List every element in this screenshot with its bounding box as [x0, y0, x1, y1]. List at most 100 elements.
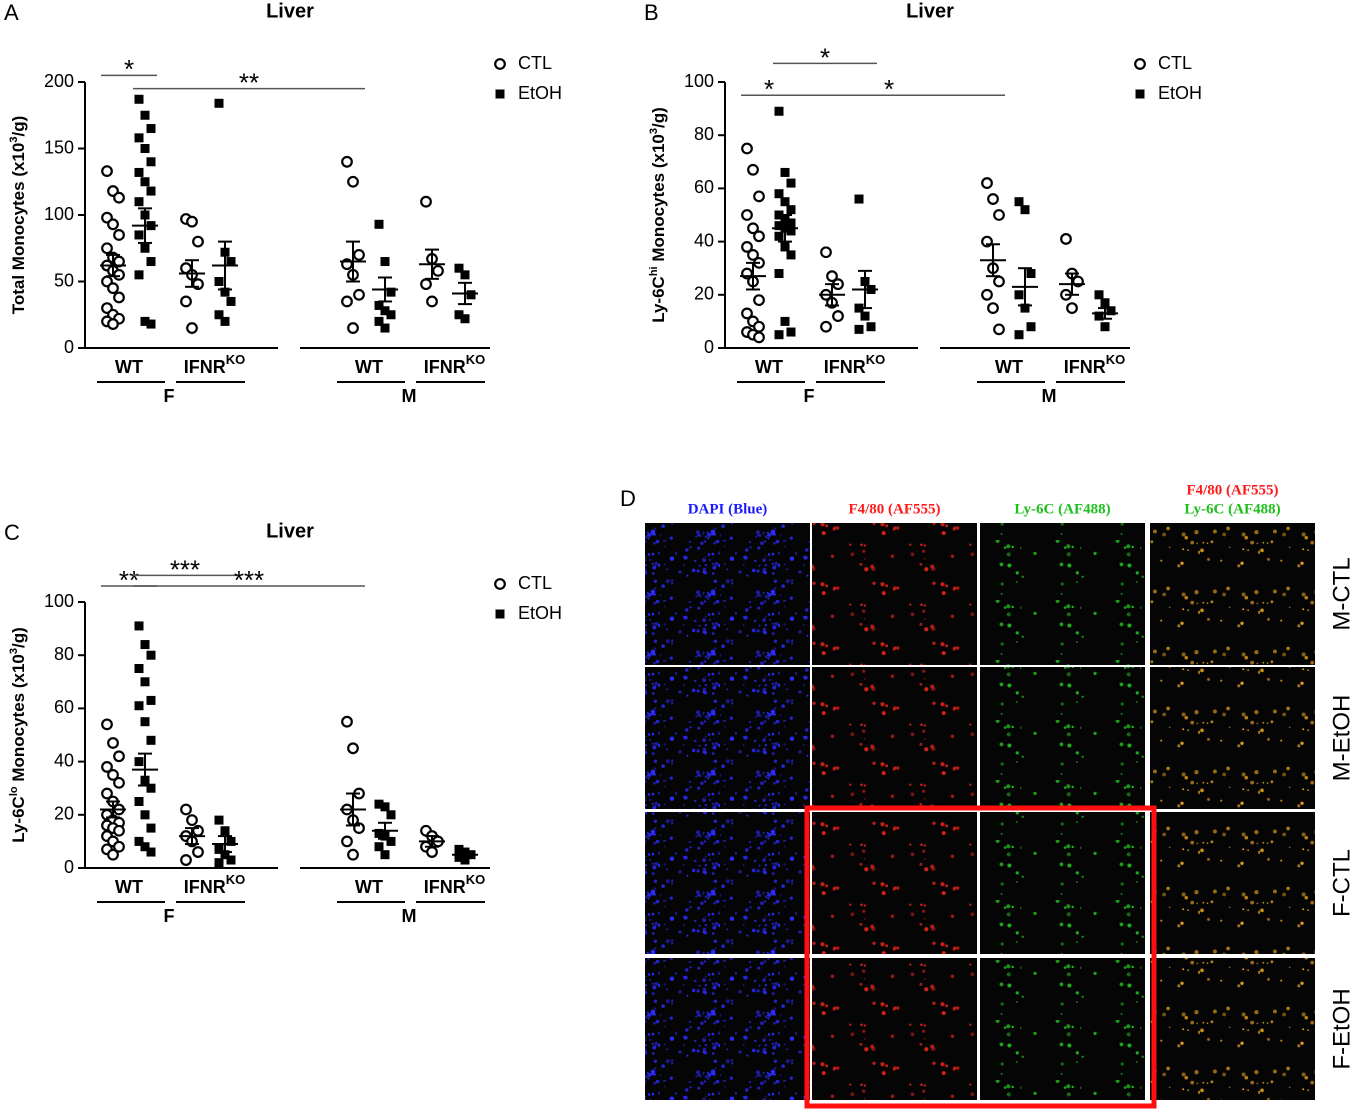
data-point: [107, 768, 119, 781]
data-point: [140, 316, 150, 326]
x-tick-label: IFNRKO: [1064, 352, 1126, 377]
data-point: [774, 189, 784, 199]
x-tick-label: IFNRKO: [424, 352, 486, 377]
data-point: [107, 218, 119, 231]
data-point: [420, 278, 432, 291]
data-point: [140, 842, 150, 852]
data-point: [146, 257, 156, 267]
data-point: [786, 178, 796, 188]
y-axis-label: Ly-6Chi Monocytes (x103/g): [648, 107, 669, 323]
data-point: [214, 815, 224, 825]
y-axis-label-part: 3: [8, 137, 20, 143]
data-point: [380, 323, 390, 333]
data-point: [1100, 322, 1110, 332]
data-point: [460, 855, 470, 865]
data-point: [347, 322, 359, 334]
data-point: [341, 835, 353, 848]
micrograph: [980, 958, 1145, 1100]
x-tick-label-sup: KO: [466, 872, 486, 887]
data-point: [860, 311, 870, 321]
data-point: [820, 246, 832, 259]
x-tick-label: WT: [355, 357, 383, 377]
panel-label: C: [4, 520, 20, 545]
data-point: [753, 190, 765, 203]
data-point: [774, 330, 784, 340]
data-point: [741, 307, 753, 320]
data-point: [866, 322, 876, 332]
data-point: [420, 195, 432, 208]
data-point: [386, 836, 396, 846]
data-point: [220, 826, 230, 836]
micrograph: [645, 812, 810, 954]
x-tick-label: WT: [995, 357, 1023, 377]
x-tick-label: IFNRKO: [824, 352, 886, 377]
data-point: [820, 320, 832, 333]
data-point: [140, 144, 150, 153]
data-point: [134, 664, 144, 673]
data-point: [186, 814, 198, 827]
data-point: [347, 742, 359, 755]
data-point: [374, 799, 384, 809]
data-point: [113, 776, 125, 789]
micrograph: [980, 523, 1145, 665]
data-point: [113, 268, 125, 281]
data-point: [214, 98, 224, 108]
data-point: [380, 306, 390, 316]
x-tick-label: WT: [115, 877, 143, 897]
data-point: [140, 717, 150, 727]
micrograph: [980, 667, 1145, 809]
y-axis-label-part: Monocytes (x10: [649, 134, 668, 266]
data-point: [220, 316, 230, 326]
data-point: [374, 300, 384, 310]
data-point: [1014, 197, 1024, 207]
data-point: [426, 295, 438, 308]
data-point: [1020, 303, 1030, 313]
y-tick-label: 40: [54, 750, 74, 770]
data-point: [146, 319, 156, 329]
data-point: [107, 318, 119, 330]
legend-label: EtOH: [518, 83, 562, 103]
data-point: [134, 94, 144, 104]
data-point: [1094, 290, 1104, 300]
row-label: M-EtOH: [1328, 695, 1355, 782]
data-point: [460, 270, 470, 280]
y-axis-label-part: hi: [648, 266, 660, 276]
x-tick-label: WT: [755, 357, 783, 377]
data-point: [146, 823, 156, 833]
data-point: [113, 750, 125, 763]
chart: B Liver Ly-6Chi Monocytes (x103/g) 0 20 40 60 8…: [644, 0, 1202, 406]
data-point: [786, 327, 796, 337]
data-point: [993, 209, 1005, 221]
x-tick-label-part: IFNR: [424, 357, 466, 377]
x-tick-label: WT: [355, 877, 383, 897]
y-tick-label: 40: [694, 230, 714, 250]
group-label: F: [164, 906, 175, 926]
significance-label: **: [239, 68, 259, 98]
column-header: DAPI (Blue): [688, 501, 768, 517]
data-point: [146, 783, 156, 793]
column-header: F4/80 (AF555): [1186, 482, 1278, 498]
legend-marker: [1134, 58, 1146, 70]
data-point: [380, 802, 390, 812]
data-point: [1020, 205, 1030, 215]
micrograph: [812, 812, 977, 954]
y-axis-label-part: /g): [649, 107, 668, 128]
group-label: M: [402, 386, 417, 406]
data-point: [786, 250, 796, 260]
y-tick-label: 0: [64, 857, 74, 877]
row-label: F-CTL: [1328, 849, 1355, 917]
data-point: [380, 850, 390, 860]
data-point: [854, 324, 864, 334]
y-tick-label: 100: [44, 204, 74, 224]
data-point: [113, 824, 125, 837]
data-point: [134, 701, 144, 711]
y-tick-label: 60: [54, 697, 74, 717]
data-point: [780, 197, 790, 207]
data-point: [374, 316, 384, 326]
data-point: [226, 836, 236, 846]
data-point: [741, 241, 753, 253]
legend-label: EtOH: [1158, 83, 1202, 103]
data-point: [780, 167, 790, 177]
data-point: [226, 296, 236, 306]
data-point: [146, 847, 156, 857]
